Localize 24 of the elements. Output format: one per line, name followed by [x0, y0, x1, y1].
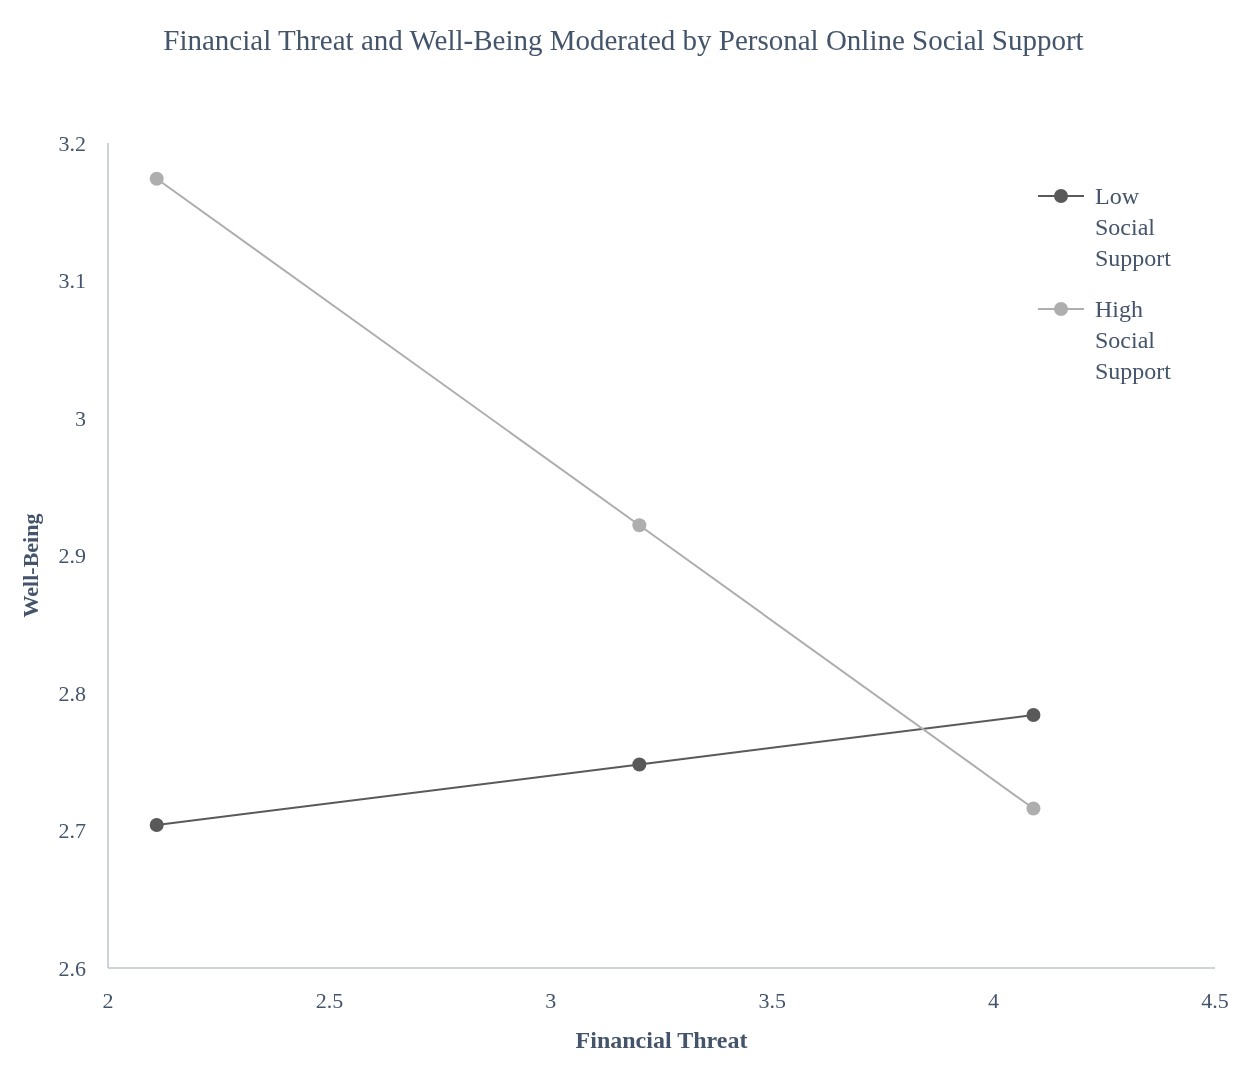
x-tick-label: 2	[102, 988, 114, 1013]
point	[632, 518, 647, 533]
y-tick-label: 2.8	[58, 680, 86, 706]
x-tick-label: 2.5	[315, 988, 344, 1013]
x-axis-title: Financial Threat	[575, 1027, 748, 1053]
legend-label: High Social Support	[1095, 296, 1172, 384]
legend-label: Low Social Support	[1095, 183, 1172, 271]
y-tick-label: 2.9	[58, 543, 86, 569]
y-axis-title: Well-Being	[18, 513, 43, 618]
y-tick-label: 2.6	[58, 955, 86, 981]
point	[149, 818, 164, 832]
y-tick-label: 2.7	[58, 818, 86, 844]
point	[1026, 708, 1041, 722]
y-tick-label: 3.1	[58, 268, 86, 294]
x-tick-label: 4.5	[1201, 988, 1229, 1013]
x-tick-label: 3.5	[758, 988, 786, 1013]
point	[1026, 801, 1041, 816]
chart-title: Financial Threat and Well-Being Moderated by Personal Online Social Support	[163, 24, 1084, 56]
point	[149, 171, 164, 186]
x-tick-label: 3	[545, 988, 557, 1013]
y-tick-label: 3	[75, 405, 86, 431]
point	[632, 757, 647, 772]
x-tick-label: 4	[988, 988, 1000, 1013]
y-tick-label: 3.2	[58, 130, 86, 156]
